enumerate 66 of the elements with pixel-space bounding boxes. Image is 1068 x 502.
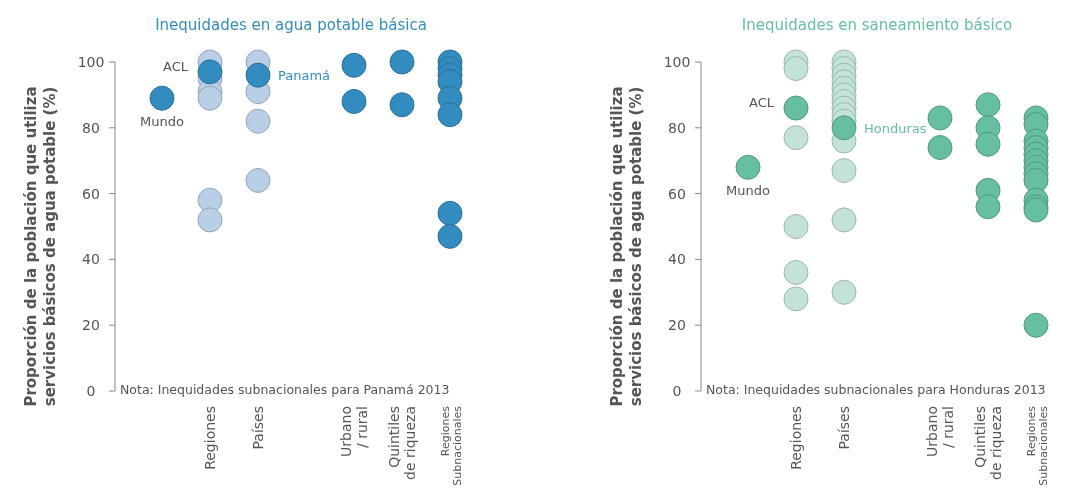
annotation: Nota: Inequidades subnacionales para Panamá 2013	[120, 382, 450, 397]
annotation: Nota: Inequidades subnacionales para Honduras 2013	[706, 382, 1046, 397]
point	[831, 207, 857, 233]
annotation: Honduras	[864, 120, 927, 136]
point	[197, 207, 223, 233]
x-tick-label: Regiones Subnacionales	[438, 405, 465, 486]
point	[341, 89, 367, 114]
x-tick-label: Urbano / rural	[338, 406, 370, 457]
point	[783, 95, 809, 121]
y-tick-label: 60	[82, 185, 100, 202]
y-tick-label: 100	[77, 54, 105, 70]
point	[831, 158, 857, 184]
point	[197, 59, 223, 85]
x-tick-label: Países	[836, 406, 852, 450]
point	[437, 102, 463, 128]
x-tick-label: Quintiles de riqueza	[386, 406, 418, 480]
x-tick-label: Países	[250, 406, 266, 450]
annotation: ACL	[749, 95, 775, 111]
y-tick-label: 20	[82, 317, 100, 334]
point	[783, 214, 809, 239]
point	[783, 56, 809, 82]
x-tick-label: Quintiles de riqueza	[972, 406, 1004, 480]
point	[831, 279, 857, 305]
point	[389, 92, 415, 118]
point	[975, 92, 1001, 118]
point	[389, 49, 415, 75]
y-tick-label: 20	[668, 317, 686, 334]
y-tick-label: 0	[672, 383, 682, 399]
point	[831, 115, 857, 141]
point	[975, 194, 1001, 220]
point	[437, 200, 463, 226]
point	[927, 105, 953, 131]
y-tick-label: 40	[82, 251, 100, 268]
point	[783, 125, 809, 151]
chart-title: Inequidades en saneamiento básico	[741, 16, 1013, 34]
x-tick-label: Urbano / rural	[924, 406, 956, 457]
point	[783, 260, 809, 286]
annotation: ACL	[163, 58, 189, 74]
point	[197, 85, 223, 111]
point	[245, 167, 271, 193]
point	[341, 52, 367, 78]
point	[149, 85, 175, 111]
chart-title: Inequidades en agua potable básica	[155, 16, 427, 34]
y-axis-title: Proporción de la población que utiliza servicios básicos de agua potable (%)	[22, 86, 59, 407]
point	[437, 223, 463, 249]
y-tick-label: 100	[663, 54, 691, 70]
point	[1023, 167, 1049, 193]
point	[245, 62, 271, 88]
annotation: Panamá	[278, 68, 331, 84]
x-tick-label: Regiones Subnacionales	[1024, 405, 1051, 486]
point	[975, 131, 1001, 157]
x-tick-label: Regiones	[202, 406, 218, 470]
y-tick-label: 80	[668, 119, 686, 136]
point	[735, 154, 761, 180]
y-tick-label: 40	[668, 251, 686, 268]
point	[927, 135, 953, 161]
y-tick-label: 80	[82, 119, 100, 136]
x-tick-label: Regiones	[788, 406, 804, 470]
y-axis-title: Proporción de la población que utiliza servicios básicos de agua potable (%)	[608, 86, 645, 407]
y-tick-label: 60	[668, 185, 686, 202]
annotation: Mundo	[726, 183, 770, 199]
point	[1023, 312, 1049, 338]
point	[245, 108, 271, 134]
point	[783, 286, 809, 312]
annotation: Mundo	[140, 114, 184, 130]
y-tick-label: 0	[86, 383, 96, 399]
